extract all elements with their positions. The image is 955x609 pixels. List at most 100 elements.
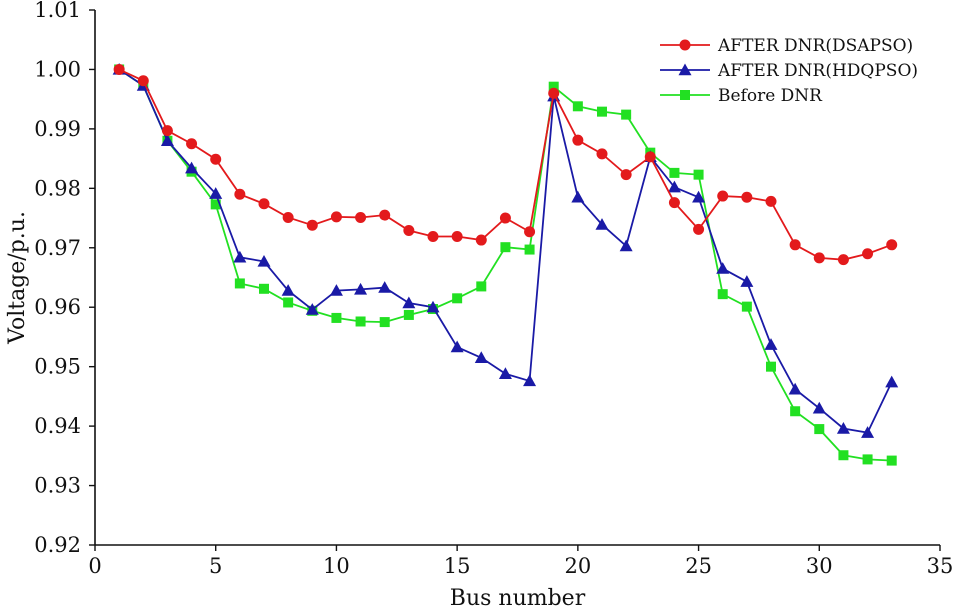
legend-marker [680,90,690,100]
data-point [885,375,899,388]
data-point [620,169,632,181]
data-point [450,340,464,353]
data-point [281,284,295,296]
data-point [354,282,368,295]
data-point [330,211,342,223]
data-point [668,197,680,209]
data-point [402,296,416,309]
data-point [862,454,873,465]
legend-marker [678,63,692,76]
data-point [234,188,246,200]
data-point [765,195,777,207]
data-point [113,63,125,75]
data-point [716,262,730,274]
legend-item: Before DNR [660,86,823,106]
legend-item: AFTER DNR(DSAPSO) [660,36,913,56]
data-point [717,190,729,202]
legend-label: Before DNR [718,86,823,106]
data-point [813,252,825,264]
data-point [186,138,198,150]
data-point [137,75,149,87]
data-point [837,254,849,266]
data-point [259,283,269,294]
data-point [305,303,319,315]
series-line [118,68,892,462]
data-point [331,312,342,323]
data-point [426,300,440,313]
data-point [283,297,294,308]
data-point [355,316,366,327]
data-point [548,81,559,92]
data-point [571,190,585,203]
x-tick-label: 25 [685,554,712,578]
data-point [790,406,801,417]
data-point [692,190,706,203]
y-tick-label: 1.01 [34,0,81,22]
data-point [476,281,487,292]
data-point [717,289,728,300]
data-point [161,125,173,137]
data-point [595,218,609,230]
series-square-group [114,64,897,466]
plot-area: 0.92 0.93 0.94 0.95 0.96 0.97 0.98 0.99 1.00 1.01… [34,0,953,578]
data-point [403,225,415,237]
data-point [814,424,825,435]
data-point [669,167,680,178]
y-tick-label: 0.95 [34,355,81,379]
data-point [862,248,874,260]
data-point [524,244,535,255]
x-tick-label: 5 [209,554,222,578]
data-point [644,151,656,163]
legend-item: AFTER DNR(HDQPSO) [660,61,918,81]
data-point [234,278,245,289]
data-point [789,239,801,251]
data-point [838,450,849,461]
data-point [861,426,875,438]
data-point [812,401,826,414]
data-point [740,275,754,287]
data-point [427,230,439,242]
data-point [474,351,488,363]
data-point [836,421,850,434]
data-point [667,180,681,193]
y-tick-label: 0.99 [34,117,81,141]
data-point [596,148,608,160]
data-point [160,134,174,146]
data-point [548,87,560,99]
data-point [282,211,294,223]
data-point [379,317,390,328]
y-axis-ticks: 0.92 0.93 0.94 0.95 0.96 0.97 0.98 0.99 1.00 1.01 [34,0,95,557]
data-point [355,211,367,223]
x-tick-label: 0 [88,554,101,578]
y-tick-label: 0.97 [34,236,81,260]
data-point [209,187,223,199]
series-group [112,62,899,466]
y-tick-label: 0.92 [34,533,81,557]
x-axis-ticks: 0 5 10 15 20 25 30 35 [88,545,953,578]
data-point [886,455,897,466]
data-point [185,161,199,174]
x-tick-label: 20 [564,554,591,578]
data-point [210,199,221,210]
data-point [524,226,536,238]
x-axis-title: Bus number [450,586,586,609]
x-tick-label: 35 [927,554,954,578]
data-point [741,301,752,312]
data-point [403,309,414,320]
data-point [764,338,778,350]
legend-label: AFTER DNR(HDQPSO) [717,61,918,81]
data-point [306,219,318,231]
data-point [475,234,487,246]
data-point [619,239,633,252]
data-point [210,153,222,165]
data-point [741,191,753,203]
data-point [257,254,271,267]
data-point [523,374,537,387]
x-tick-label: 10 [323,554,350,578]
x-tick-label: 30 [806,554,833,578]
data-point [452,293,463,304]
data-point [378,281,392,293]
data-point [572,134,584,146]
y-tick-label: 0.98 [34,176,81,200]
legend: AFTER DNR(DSAPSO) AFTER DNR(HDQPSO) Before… [660,36,918,106]
